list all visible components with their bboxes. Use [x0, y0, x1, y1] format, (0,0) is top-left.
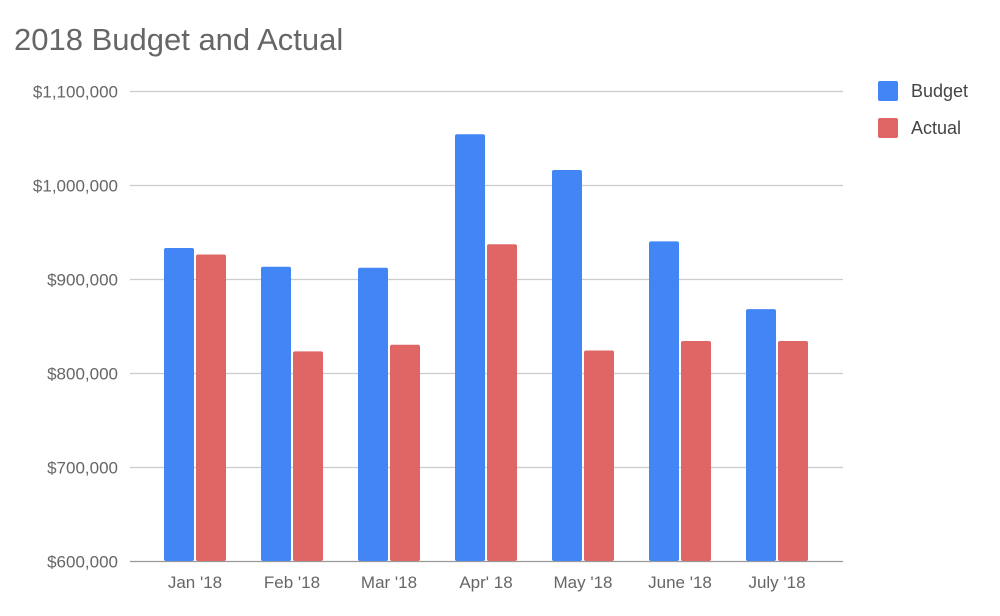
bar-budget: [649, 241, 679, 561]
x-tick-label: May '18: [554, 573, 613, 592]
bar-actual: [681, 341, 711, 561]
bar-actual: [584, 350, 614, 561]
bar-actual: [778, 341, 808, 561]
x-tick-label: Jan '18: [168, 573, 222, 592]
bar-budget: [164, 247, 194, 562]
y-tick-label: $700,000: [47, 459, 118, 478]
y-tick-label: $600,000: [47, 553, 118, 572]
y-tick-label: $1,000,000: [33, 177, 118, 196]
y-tick-label: $800,000: [47, 365, 118, 384]
bar-actual: [487, 244, 517, 561]
bar-budget: [358, 267, 388, 561]
x-tick-label: July '18: [748, 573, 805, 592]
bar-budget: [552, 169, 582, 561]
legend-label: Actual: [911, 118, 961, 138]
x-tick-label: Mar '18: [361, 573, 417, 592]
legend-swatch-budget: [878, 81, 898, 101]
legend-swatch-actual: [878, 118, 898, 138]
bar-budget: [746, 309, 776, 561]
x-tick-label: Apr' 18: [459, 573, 512, 592]
bar-budget: [261, 266, 291, 561]
bar-actual: [196, 254, 226, 561]
bar-actual: [293, 351, 323, 561]
y-tick-label: $900,000: [47, 271, 118, 290]
bar-actual: [390, 344, 420, 561]
bar-budget: [455, 134, 485, 562]
chart-title: 2018 Budget and Actual: [14, 22, 344, 57]
x-tick-label: Feb '18: [264, 573, 320, 592]
y-tick-label: $1,100,000: [33, 83, 118, 102]
legend-label: Budget: [911, 81, 968, 101]
x-tick-label: June '18: [648, 573, 712, 592]
